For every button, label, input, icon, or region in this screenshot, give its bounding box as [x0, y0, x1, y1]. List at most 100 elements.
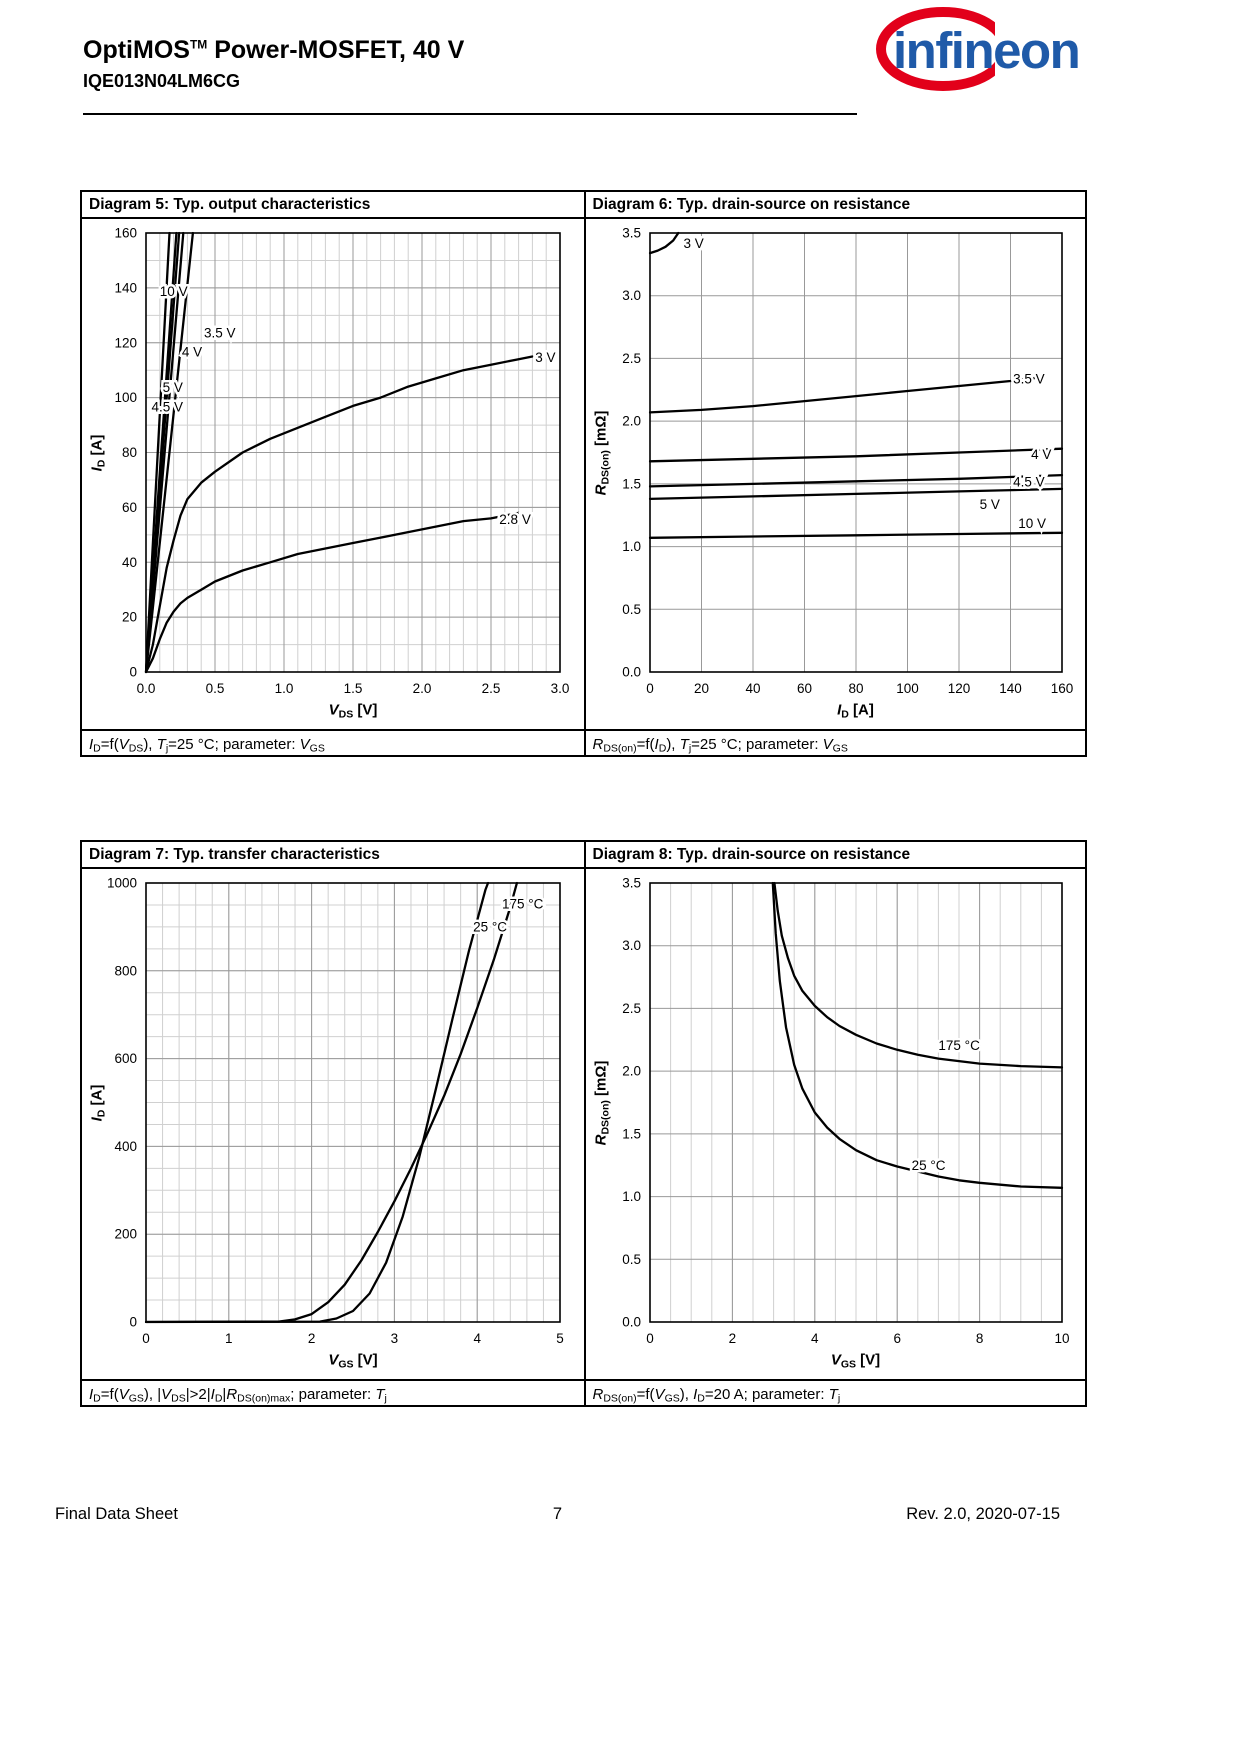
svg-text:3 V: 3 V	[535, 350, 555, 365]
svg-text:200: 200	[114, 1227, 137, 1242]
svg-text:4: 4	[473, 1331, 481, 1346]
svg-text:4: 4	[811, 1331, 819, 1346]
on-resistance-vs-gate-voltage-chart: 0 2 4 6 8 10 0.0 0.5 1.0 1.5 2.0 2.5 3.0 3.5 175 °C 25 …	[586, 869, 1086, 1379]
page-title: OptiMOSTM Power-MOSFET, 40 V	[83, 36, 464, 65]
svg-text:2.0: 2.0	[622, 414, 641, 429]
svg-text:0: 0	[142, 1331, 150, 1346]
svg-text:2.8 V: 2.8 V	[499, 512, 531, 527]
panel-diagram-5: Diagram 5: Typ. output characteristics 0…	[82, 192, 584, 755]
on-resistance-vs-current-chart: 0 20 40 60 80 100 120 140 160 0.0 0.5 1.0 1.5 2.0 2.5 3…	[586, 219, 1086, 729]
diagram-6-y-axis-label: RDS(on) [mΩ]	[592, 410, 611, 495]
page-footer: Final Data Sheet 7 Rev. 2.0, 2020-07-15	[55, 1505, 1060, 1524]
diagram-7-caption: ID=f(VGS), |VDS|>2|ID|RDS(on)max; parame…	[82, 1379, 584, 1405]
footer-revision: Rev. 2.0, 2020-07-15	[906, 1505, 1060, 1523]
svg-text:0.5: 0.5	[206, 681, 225, 696]
svg-text:2.5: 2.5	[482, 681, 501, 696]
title-suffix: Power-MOSFET, 40 V	[207, 36, 465, 64]
svg-text:1.0: 1.0	[275, 681, 294, 696]
diagram-8-x-axis-label: VGS [V]	[830, 1351, 881, 1371]
svg-text:5: 5	[556, 1331, 564, 1346]
diagram-6-caption: RDS(on)=f(ID), Tj=25 °C; parameter: VGS	[585, 729, 1085, 755]
svg-text:600: 600	[114, 1051, 137, 1066]
diagram-7-title: Diagram 7: Typ. transfer characteristics	[82, 842, 584, 869]
diagram-5-plot: 0.0 0.5 1.0 1.5 2.0 2.5 3.0 0 20 40 60 80 100 120 140 1…	[114, 226, 570, 697]
svg-text:2: 2	[308, 1331, 316, 1346]
svg-text:400: 400	[114, 1139, 137, 1154]
svg-text:120: 120	[947, 681, 970, 696]
diagram-6-x-axis-label: ID [A]	[837, 701, 874, 721]
svg-text:8: 8	[975, 1331, 983, 1346]
diagram-5-y-axis-label: ID [A]	[88, 434, 108, 471]
footer-document-type: Final Data Sheet	[55, 1505, 178, 1523]
svg-text:175 °C: 175 °C	[938, 1038, 980, 1053]
svg-text:20: 20	[122, 610, 137, 625]
panel-diagram-8: Diagram 8: Typ. drain-source on resistan…	[583, 842, 1086, 1405]
svg-text:0: 0	[646, 681, 654, 696]
svg-text:6: 6	[893, 1331, 901, 1346]
svg-text:160: 160	[114, 226, 137, 241]
svg-text:2.5: 2.5	[622, 1001, 641, 1016]
svg-text:1.0: 1.0	[622, 539, 641, 554]
svg-text:0.0: 0.0	[622, 665, 641, 680]
svg-text:60: 60	[796, 681, 811, 696]
svg-text:0.5: 0.5	[622, 1252, 641, 1267]
svg-text:3.5: 3.5	[622, 876, 641, 891]
svg-text:3.5: 3.5	[622, 226, 641, 241]
svg-text:1.5: 1.5	[344, 681, 363, 696]
page-header: OptiMOSTM Power-MOSFET, 40 V IQE013N04LM…	[83, 36, 464, 92]
svg-text:0.0: 0.0	[622, 1315, 641, 1330]
svg-text:100: 100	[896, 681, 919, 696]
svg-text:3.0: 3.0	[622, 288, 641, 303]
svg-text:25 °C: 25 °C	[473, 919, 507, 934]
svg-text:1.0: 1.0	[622, 1189, 641, 1204]
svg-text:0.5: 0.5	[622, 602, 641, 617]
product-family: OptiMOS	[83, 36, 190, 64]
svg-text:0: 0	[129, 665, 137, 680]
svg-text:0: 0	[646, 1331, 654, 1346]
part-number: IQE013N04LM6CG	[83, 71, 241, 91]
diagram-7-plot: 0 1 2 3 4 5 0 200 400 600 800 1000 175 °C 25 °C	[107, 876, 564, 1347]
panel-diagram-7: Diagram 7: Typ. transfer characteristics…	[82, 842, 584, 1405]
svg-text:1.5: 1.5	[622, 476, 641, 491]
svg-text:2.5: 2.5	[622, 351, 641, 366]
svg-text:20: 20	[693, 681, 708, 696]
diagram-8-title: Diagram 8: Typ. drain-source on resistan…	[585, 842, 1085, 869]
svg-text:140: 140	[999, 681, 1022, 696]
diagram-row-top: Diagram 5: Typ. output characteristics 0…	[80, 190, 1087, 757]
diagram-5-x-axis-label: VDS [V]	[328, 701, 378, 721]
diagram-7-x-axis-label: VGS [V]	[328, 1351, 378, 1371]
trademark-superscript: TM	[189, 37, 208, 52]
svg-text:2.0: 2.0	[622, 1064, 641, 1079]
svg-text:2.0: 2.0	[413, 681, 432, 696]
svg-text:100: 100	[114, 390, 137, 405]
svg-text:5 V: 5 V	[979, 497, 999, 512]
svg-text:4 V: 4 V	[1031, 447, 1051, 462]
diagram-8-caption: RDS(on)=f(VGS), ID=20 A; parameter: Tj	[585, 1379, 1085, 1405]
svg-text:0.0: 0.0	[137, 681, 156, 696]
svg-text:60: 60	[122, 500, 137, 515]
svg-text:10 V: 10 V	[160, 284, 188, 299]
logo-wordmark: infineon	[893, 22, 1079, 79]
header-rule	[83, 113, 857, 115]
svg-text:175 °C: 175 °C	[502, 897, 544, 912]
diagram-5-title: Diagram 5: Typ. output characteristics	[82, 192, 584, 219]
svg-text:1.5: 1.5	[622, 1126, 641, 1141]
svg-text:80: 80	[122, 445, 137, 460]
svg-text:160: 160	[1050, 681, 1073, 696]
svg-text:120: 120	[114, 335, 137, 350]
svg-text:140: 140	[114, 280, 137, 295]
svg-text:4.5 V: 4.5 V	[1013, 474, 1045, 489]
svg-text:40: 40	[122, 555, 137, 570]
panel-diagram-6: Diagram 6: Typ. drain-source on resistan…	[583, 192, 1086, 755]
svg-text:80: 80	[848, 681, 863, 696]
diagram-5-caption: ID=f(VDS), Tj=25 °C; parameter: VGS	[82, 729, 584, 755]
svg-text:3.0: 3.0	[551, 681, 570, 696]
infineon-logo-svg: infineon	[876, 7, 1081, 91]
transfer-characteristics-chart: 0 1 2 3 4 5 0 200 400 600 800 1000 175 °C 25 °C VGS [V…	[82, 869, 584, 1379]
svg-text:5 V: 5 V	[163, 380, 183, 395]
infineon-logo: infineon	[855, 6, 1165, 98]
svg-text:1000: 1000	[107, 876, 137, 891]
svg-text:1: 1	[225, 1331, 233, 1346]
svg-text:4 V: 4 V	[182, 345, 202, 360]
